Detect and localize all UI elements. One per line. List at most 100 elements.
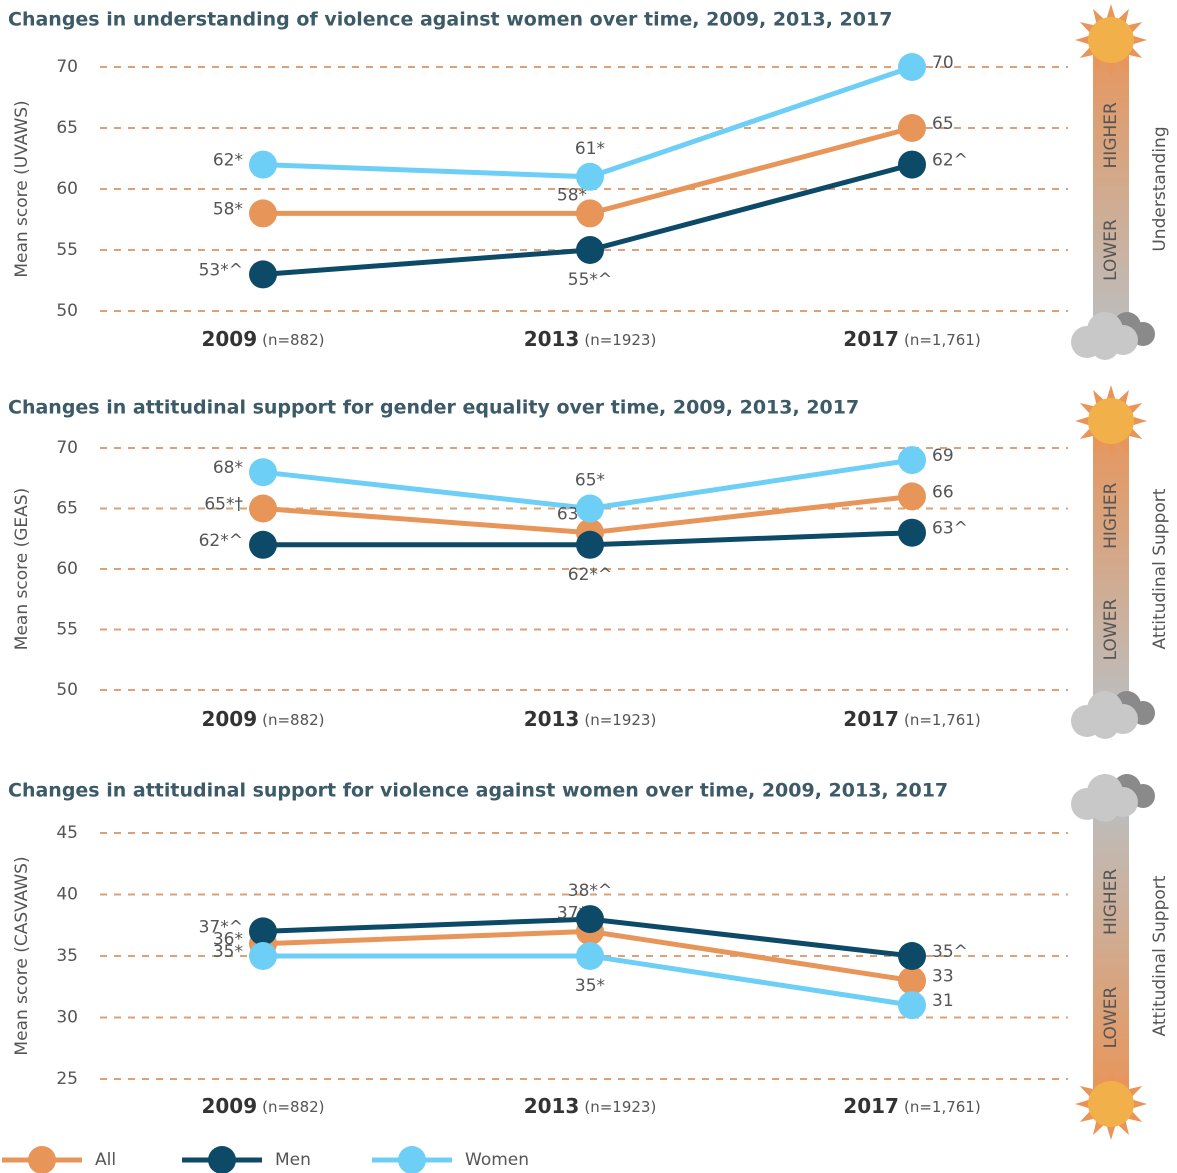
sun-icon [1075, 4, 1147, 76]
sun-ray [1106, 385, 1116, 400]
sun-ray [1106, 442, 1116, 457]
sun-icon [1075, 385, 1147, 457]
sun-ray [1132, 1099, 1147, 1109]
x-tick-label: 2013 (n=1923) [524, 707, 657, 731]
sun-icon [1075, 1068, 1147, 1140]
lower-label: LOWER [1101, 599, 1121, 661]
category: 2009 [201, 327, 257, 351]
data-point [898, 942, 926, 970]
data-label: 62* [213, 151, 243, 171]
data-point [898, 966, 926, 995]
category: 2013 [524, 327, 580, 351]
data-label: 65* [575, 471, 605, 491]
category-note: (n=882) [262, 711, 324, 729]
data-label: 35* [213, 942, 243, 962]
category-note: (n=882) [262, 331, 324, 349]
cloud-icon [1071, 774, 1155, 822]
y-tick-label: 50 [56, 301, 78, 321]
sun-ray [1132, 416, 1147, 426]
data-point [898, 114, 926, 142]
category-note: (n=1923) [584, 331, 656, 349]
x-tick-label: 2013 (n=1923) [524, 327, 657, 351]
category-note: (n=1,761) [904, 711, 981, 729]
data-point [898, 991, 926, 1020]
cloud-icon [1071, 691, 1155, 739]
scale-bar [1093, 42, 1129, 326]
x-tick-label: 2017 (n=1,761) [843, 327, 980, 351]
y-tick-label: 55 [56, 620, 78, 640]
y-axis-label: Mean score (GEAS) [12, 488, 32, 650]
data-point [249, 942, 277, 970]
data-point [898, 446, 926, 475]
sun-ray [1106, 61, 1116, 76]
x-tick-label: 2017 (n=1,761) [843, 1094, 980, 1118]
data-label: 70 [932, 53, 954, 73]
sun-ray [1132, 35, 1147, 45]
data-label: 53*^ [199, 260, 243, 280]
data-label: 33 [932, 967, 954, 987]
data-label: 63^ [932, 519, 968, 539]
sun-ray [1075, 1099, 1090, 1109]
category: 2009 [201, 1094, 257, 1118]
data-label: 61* [575, 139, 605, 159]
data-label: 62*^ [568, 565, 612, 585]
y-tick-label: 45 [56, 823, 78, 843]
data-label: 38*^ [568, 881, 612, 901]
legend-marker [208, 1146, 236, 1173]
sun-ray [1106, 1068, 1116, 1083]
data-label: 65*† [204, 495, 243, 515]
data-point [576, 162, 604, 191]
category-note: (n=1923) [584, 711, 656, 729]
chart-title: Changes in attitudinal support for viole… [8, 780, 948, 802]
data-label: 36* [213, 930, 243, 950]
higher-label: HIGHER [1101, 869, 1121, 935]
y-tick-label: 40 [56, 885, 78, 905]
data-label: 55*^ [568, 270, 612, 290]
y-tick-label: 60 [56, 179, 78, 199]
legend-label: Women [465, 1150, 529, 1170]
y-tick-label: 35 [56, 946, 78, 966]
higher-label: HIGHER [1101, 482, 1121, 548]
data-point [898, 150, 926, 179]
y-tick-label: 70 [56, 57, 78, 77]
data-label: 66 [932, 482, 954, 502]
legend-marker [28, 1146, 56, 1173]
category-note: (n=882) [262, 1098, 324, 1116]
data-point [576, 494, 604, 523]
data-point [249, 199, 277, 228]
category: 2017 [843, 327, 899, 351]
cloud-part [1091, 711, 1119, 739]
legend-marker [398, 1146, 426, 1173]
category: 2009 [201, 707, 257, 731]
legend-label: Men [275, 1150, 311, 1170]
data-label: 69 [932, 446, 954, 466]
lower-label: LOWER [1101, 987, 1121, 1049]
y-tick-label: 65 [56, 118, 78, 138]
y-tick-label: 65 [56, 499, 78, 519]
data-label: 62^ [932, 151, 968, 171]
data-point [249, 530, 277, 559]
side-label: Attitudinal Support [1150, 488, 1170, 649]
series-line [262, 64, 913, 180]
data-point [576, 199, 604, 228]
sun-ray [1075, 35, 1090, 45]
data-label: 68* [213, 458, 243, 478]
sun-core [1088, 17, 1134, 63]
chart-title: Changes in attitudinal support for gende… [8, 397, 859, 419]
higher-label: HIGHER [1101, 102, 1121, 168]
data-label: 58* [557, 185, 587, 205]
lower-label: LOWER [1101, 219, 1121, 281]
sun-ray [1075, 416, 1090, 426]
data-label: 62*^ [199, 531, 243, 551]
legend-label: All [95, 1150, 116, 1170]
y-tick-label: 60 [56, 559, 78, 579]
side-label: Attitudinal Support [1150, 875, 1170, 1036]
data-point [249, 260, 277, 289]
data-label: 35* [575, 976, 605, 996]
category: 2013 [524, 707, 580, 731]
data-point [249, 917, 277, 946]
category: 2017 [843, 1094, 899, 1118]
cloud-part [1091, 332, 1119, 360]
data-point [249, 150, 277, 179]
